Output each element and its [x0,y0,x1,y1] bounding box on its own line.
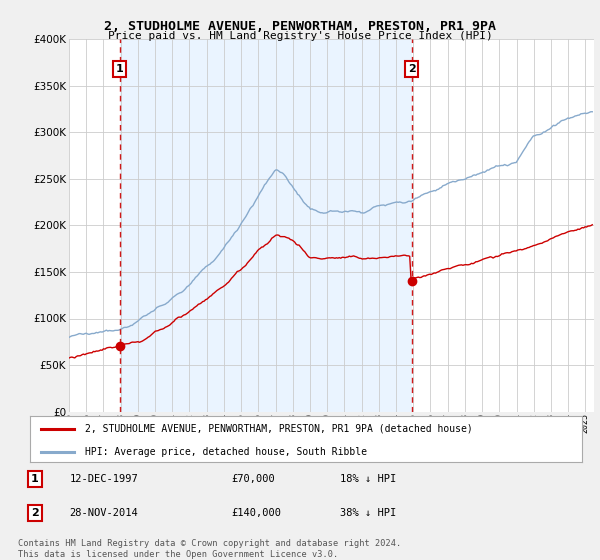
Text: 2, STUDHOLME AVENUE, PENWORTHAM, PRESTON, PR1 9PA: 2, STUDHOLME AVENUE, PENWORTHAM, PRESTON… [104,20,496,32]
Text: 12-DEC-1997: 12-DEC-1997 [70,474,139,484]
Text: £70,000: £70,000 [231,474,275,484]
Text: 18% ↓ HPI: 18% ↓ HPI [340,474,397,484]
Text: HPI: Average price, detached house, South Ribble: HPI: Average price, detached house, Sout… [85,447,367,457]
Bar [120,39,412,412]
Text: 2, STUDHOLME AVENUE, PENWORTHAM, PRESTON, PR1 9PA (detached house): 2, STUDHOLME AVENUE, PENWORTHAM, PRESTON… [85,424,473,434]
Text: Contains HM Land Registry data © Crown copyright and database right 2024.
This d: Contains HM Land Registry data © Crown c… [18,539,401,559]
Text: £140,000: £140,000 [231,508,281,518]
Text: 1: 1 [116,64,124,74]
Text: 38% ↓ HPI: 38% ↓ HPI [340,508,397,518]
Text: 2: 2 [407,64,415,74]
Text: 1: 1 [31,474,39,484]
Text: 28-NOV-2014: 28-NOV-2014 [70,508,139,518]
Text: Price paid vs. HM Land Registry's House Price Index (HPI): Price paid vs. HM Land Registry's House … [107,31,493,41]
Text: 2: 2 [31,508,39,518]
